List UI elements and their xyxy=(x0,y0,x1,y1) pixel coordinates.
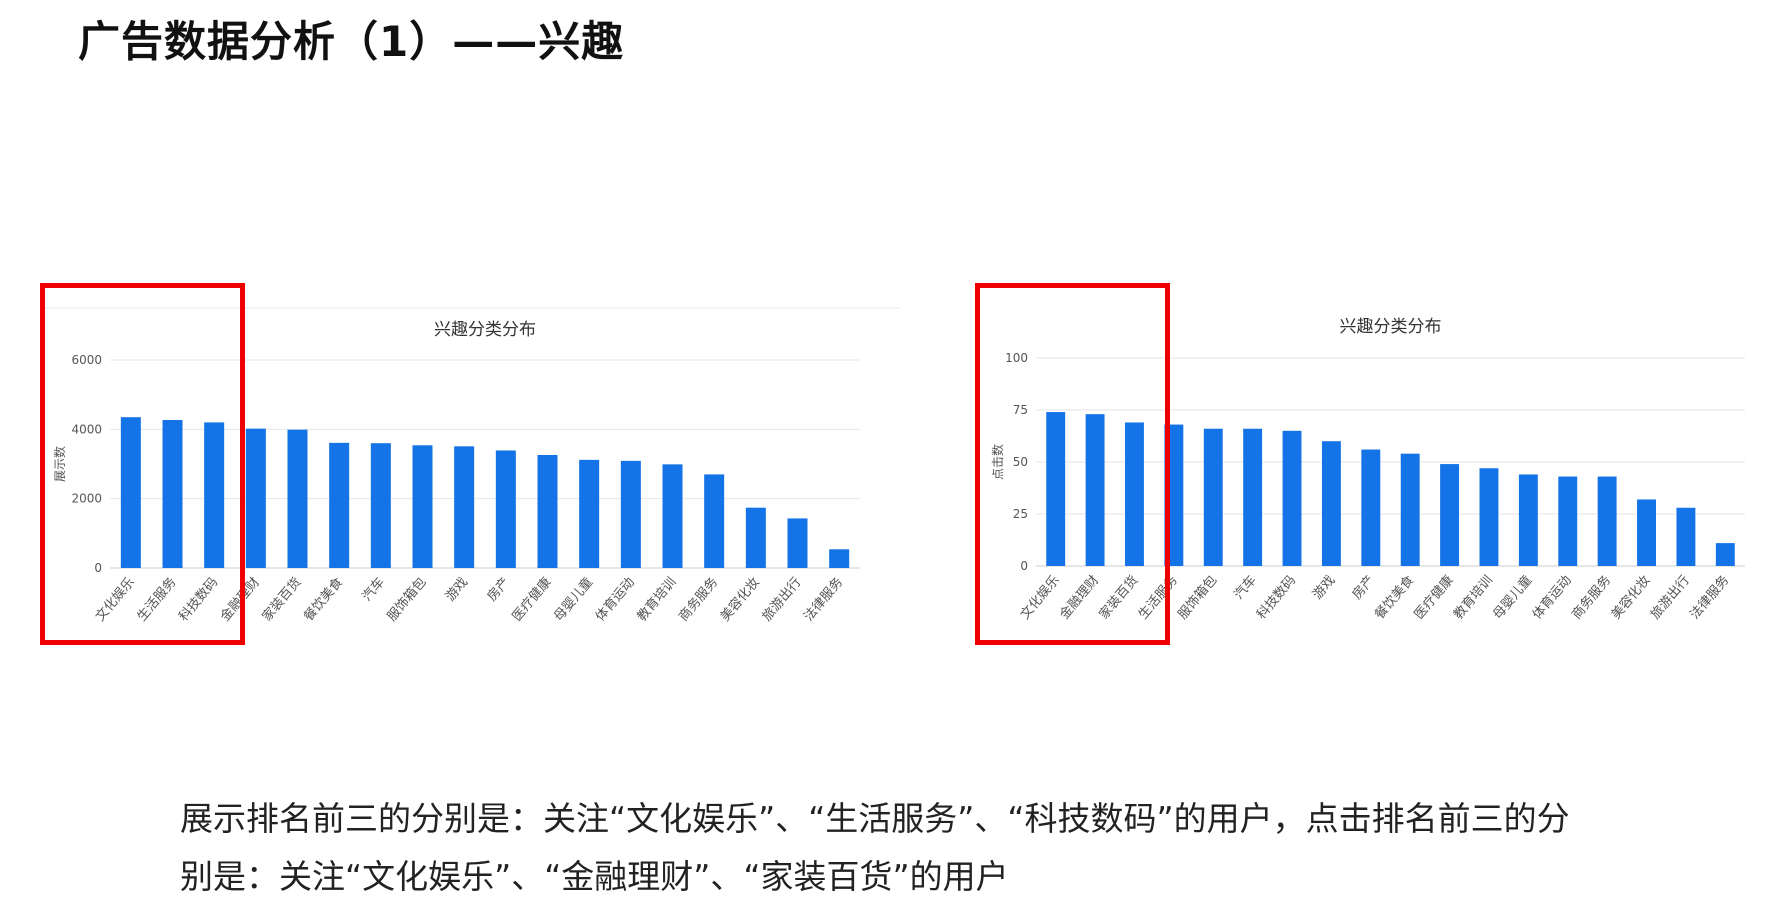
bar xyxy=(245,428,266,568)
bar xyxy=(1321,441,1341,566)
y-tick-label: 6000 xyxy=(71,353,102,367)
bar xyxy=(1440,464,1460,566)
x-tick-label: 商务服务 xyxy=(676,574,722,624)
y-tick-label: 75 xyxy=(1013,403,1028,417)
y-tick-label: 2000 xyxy=(71,492,102,506)
bar xyxy=(1558,476,1578,566)
x-tick-label: 旅游出行 xyxy=(1648,573,1693,622)
chart-title: 兴趣分类分布 xyxy=(434,320,536,340)
x-tick-label: 教育培训 xyxy=(1450,572,1496,622)
x-tick-label: 医疗健康 xyxy=(509,574,555,624)
bar xyxy=(412,445,433,568)
bar xyxy=(662,464,683,568)
x-tick-label: 游戏 xyxy=(1310,573,1338,603)
y-tick-label: 100 xyxy=(1005,351,1028,365)
page-title: 广告数据分析（1）——兴趣 xyxy=(78,17,625,66)
x-tick-label: 旅游出行 xyxy=(760,575,805,624)
x-tick-label: 体育运动 xyxy=(1529,572,1575,622)
x-tick-label: 游戏 xyxy=(443,575,471,605)
bar xyxy=(1715,543,1735,566)
bar xyxy=(1361,449,1381,566)
x-tick-label: 母婴儿童 xyxy=(551,574,597,624)
highlight-box-impressions-top3 xyxy=(40,283,245,645)
x-tick-label: 法律服务 xyxy=(1687,572,1733,622)
bar xyxy=(204,422,225,568)
bar xyxy=(1282,430,1302,566)
bar xyxy=(829,549,850,568)
x-tick-label: 母婴儿童 xyxy=(1490,572,1536,622)
bar xyxy=(1085,414,1105,566)
bar xyxy=(1243,428,1263,566)
x-tick-label: 餐饮美食 xyxy=(301,574,347,624)
bar xyxy=(1676,507,1696,566)
bar xyxy=(620,460,641,568)
bar xyxy=(704,474,725,568)
x-tick-label: 服饰箱包 xyxy=(384,574,430,624)
bar xyxy=(454,446,475,568)
x-tick-label: 教育培训 xyxy=(634,574,680,624)
x-tick-label: 医疗健康 xyxy=(1411,572,1457,622)
bar xyxy=(745,507,766,568)
x-tick-label: 家装百货 xyxy=(259,574,305,624)
x-tick-label: 法律服务 xyxy=(801,574,847,624)
bar xyxy=(120,417,141,568)
y-tick-label: 4000 xyxy=(71,422,102,436)
conclusion-text: 展示排名前三的分别是：关注“文化娱乐”、“生活服务”、“科技数码”的用户，点击排… xyxy=(180,799,1570,896)
x-tick-label: 服饰箱包 xyxy=(1175,572,1221,622)
bar xyxy=(1597,476,1617,566)
y-tick-label: 50 xyxy=(1013,455,1028,469)
y-tick-label: 25 xyxy=(1013,507,1028,521)
bar xyxy=(1203,428,1223,566)
x-tick-label: 汽车 xyxy=(359,574,388,604)
y-tick-label: 0 xyxy=(94,561,102,575)
bar xyxy=(1125,422,1144,566)
bar xyxy=(495,450,516,568)
bar xyxy=(162,419,183,568)
bar xyxy=(1637,499,1656,566)
x-tick-label: 美容化妆 xyxy=(717,574,763,624)
bar xyxy=(1400,453,1420,566)
x-tick-label: 美容化妆 xyxy=(1608,572,1654,622)
x-tick-label: 房产 xyxy=(1349,572,1378,602)
bar xyxy=(1518,474,1538,566)
highlight-box-clicks-top3 xyxy=(975,283,1170,645)
bar xyxy=(787,518,808,568)
bar xyxy=(370,443,391,568)
bar xyxy=(1046,412,1066,566)
x-tick-label: 科技数码 xyxy=(1254,573,1299,622)
y-axis-label: 点击数 xyxy=(990,444,1005,480)
x-tick-label: 餐饮美食 xyxy=(1372,572,1418,622)
bar xyxy=(579,459,600,568)
x-tick-label: 商务服务 xyxy=(1569,572,1615,622)
y-axis-label: 展示数 xyxy=(52,446,67,482)
bar xyxy=(537,454,558,568)
y-tick-label: 0 xyxy=(1020,559,1028,573)
bar xyxy=(329,442,350,568)
bar xyxy=(1479,468,1499,566)
x-tick-label: 汽车 xyxy=(1231,572,1260,602)
bar xyxy=(287,429,308,568)
x-tick-label: 体育运动 xyxy=(592,574,638,624)
x-tick-label: 房产 xyxy=(484,574,513,604)
chart-title: 兴趣分类分布 xyxy=(1340,317,1442,337)
